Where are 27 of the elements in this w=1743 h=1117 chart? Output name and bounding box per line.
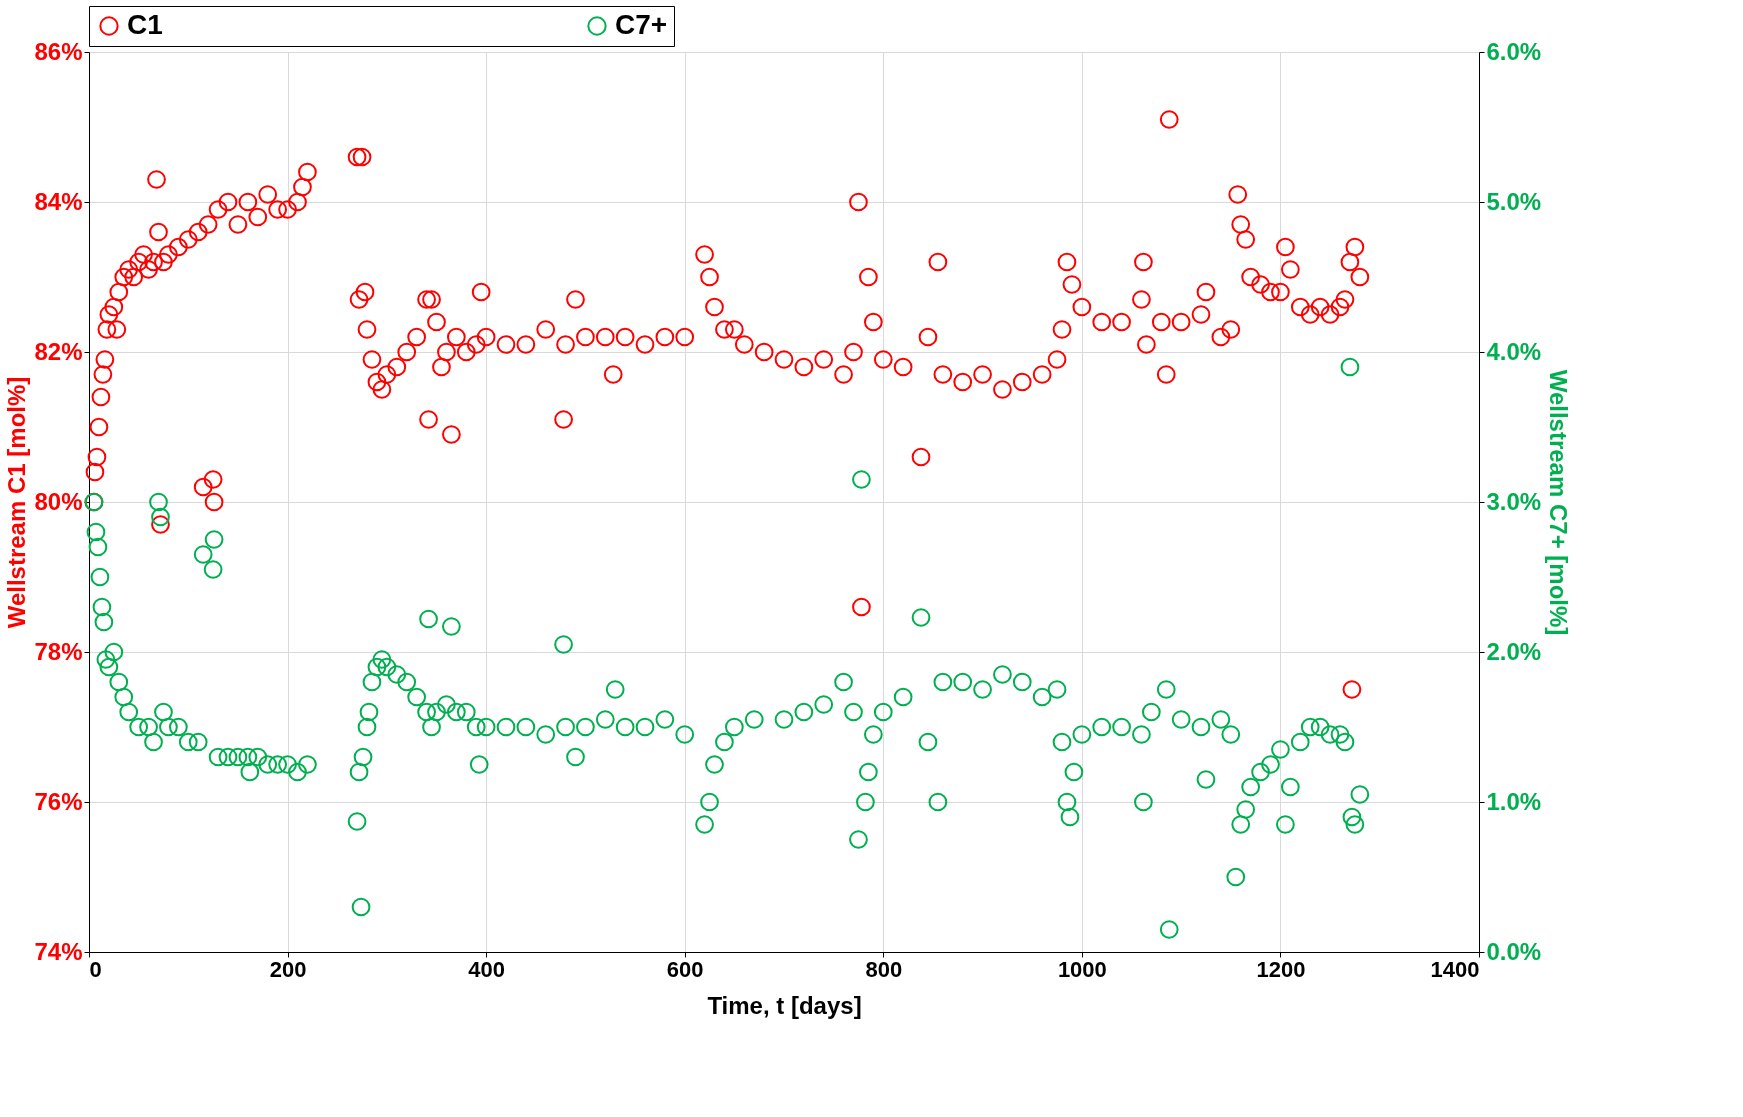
y-tick-label: 86% bbox=[34, 37, 83, 65]
y2-axis-title: Wellstream C7+ [mol%] bbox=[1545, 369, 1573, 636]
y2-tick-label: 6.0% bbox=[1486, 37, 1542, 65]
y-axis-title: Wellstream C1 [mol%] bbox=[3, 376, 31, 629]
y-tick-label: 76% bbox=[34, 787, 83, 815]
y-tick-label: 80% bbox=[34, 487, 83, 515]
x-tick-label: 1200 bbox=[1256, 956, 1306, 982]
y-tick-label: 74% bbox=[34, 937, 83, 965]
y-tick-label: 78% bbox=[34, 637, 83, 665]
x-tick-label: 200 bbox=[269, 956, 307, 982]
x-tick-label: 800 bbox=[865, 956, 903, 982]
y2-tick-label: 2.0% bbox=[1486, 637, 1542, 665]
legend-label: C1 bbox=[127, 9, 163, 40]
y-tick-label: 84% bbox=[34, 187, 83, 215]
legend-label: C7+ bbox=[615, 9, 668, 40]
y-tick-label: 82% bbox=[34, 337, 83, 365]
x-tick-label: 0 bbox=[89, 956, 102, 982]
y2-tick-label: 4.0% bbox=[1486, 337, 1542, 365]
x-tick-label: 400 bbox=[468, 956, 505, 982]
y2-tick-label: 3.0% bbox=[1486, 487, 1542, 515]
x-tick-label: 1400 bbox=[1430, 956, 1480, 982]
x-axis-title: Time, t [days] bbox=[707, 991, 862, 1019]
y2-tick-label: 1.0% bbox=[1486, 787, 1542, 815]
x-tick-label: 600 bbox=[666, 956, 704, 982]
x-tick-label: 1000 bbox=[1057, 956, 1107, 982]
y2-tick-label: 5.0% bbox=[1486, 187, 1542, 215]
y2-tick-label: 0.0% bbox=[1486, 937, 1542, 965]
